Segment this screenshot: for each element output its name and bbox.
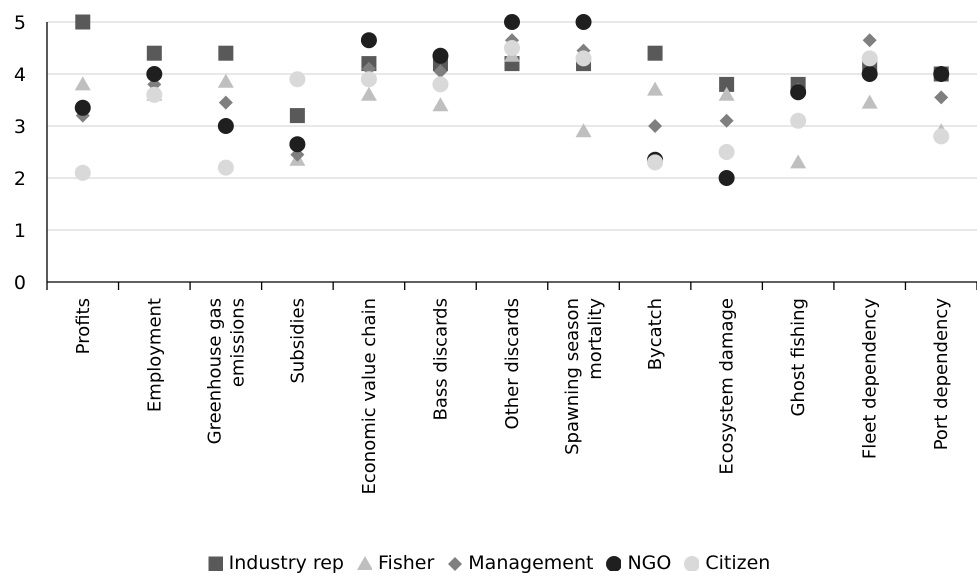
industry-rep-point bbox=[75, 14, 91, 30]
ngo-point bbox=[790, 84, 807, 101]
citizen-point bbox=[647, 154, 664, 171]
industry-rep-point bbox=[146, 45, 162, 61]
axes bbox=[46, 22, 977, 290]
x-category-label: emissions bbox=[227, 298, 248, 387]
legend-marker-shape bbox=[684, 556, 700, 571]
management-point bbox=[719, 113, 734, 128]
ngo-point bbox=[861, 66, 878, 82]
legend: Industry rep Fisher Management NGO Citizen bbox=[0, 552, 977, 576]
fisher-point bbox=[790, 154, 807, 169]
y-tick-label: 5 bbox=[14, 12, 26, 34]
legend-marker-industry-rep bbox=[208, 556, 223, 571]
series-ngo bbox=[74, 14, 950, 186]
management-point bbox=[218, 95, 233, 110]
legend-label: Citizen bbox=[705, 552, 771, 574]
citizen-point bbox=[360, 71, 377, 88]
x-category-label: Fleet dependency bbox=[860, 298, 881, 459]
legend-item-industry-rep: Industry rep bbox=[207, 552, 344, 574]
citizen-point bbox=[504, 40, 520, 56]
y-axis-ticks: 0 1 2 3 4 5 bbox=[14, 12, 26, 294]
y-tick-label: 4 bbox=[14, 64, 26, 86]
citizen-point bbox=[861, 50, 878, 67]
industry-rep-point bbox=[647, 45, 663, 61]
y-tick-label: 0 bbox=[14, 272, 26, 294]
legend-marker-fisher bbox=[357, 556, 372, 570]
ngo-point bbox=[933, 66, 950, 82]
legend-marker-shape bbox=[448, 557, 463, 571]
x-category-label: Employment bbox=[144, 298, 165, 412]
fisher-point bbox=[575, 123, 592, 138]
fisher-point bbox=[74, 76, 91, 91]
x-category-label: Ecosystem damage bbox=[717, 298, 738, 475]
legend-label: Industry rep bbox=[228, 552, 344, 574]
x-category-label: Economic value chain bbox=[359, 298, 380, 495]
fisher-point bbox=[360, 86, 377, 101]
citizen-point bbox=[790, 112, 807, 129]
citizen-point bbox=[217, 159, 234, 176]
x-category-label: Spawning season bbox=[562, 298, 583, 455]
fisher-point bbox=[432, 97, 449, 112]
fisher-point bbox=[217, 73, 234, 88]
ngo-point bbox=[74, 99, 91, 116]
series-industry-rep bbox=[75, 14, 949, 124]
fisher-point bbox=[718, 86, 735, 101]
x-category-label: mortality bbox=[585, 298, 606, 380]
legend-label: Management bbox=[468, 552, 594, 574]
citizen-point bbox=[718, 144, 735, 160]
fisher-point bbox=[861, 94, 878, 109]
legend-marker-citizen bbox=[684, 556, 700, 571]
legend-item-citizen: Citizen bbox=[683, 552, 770, 574]
series-citizen bbox=[74, 40, 950, 181]
ngo-point bbox=[217, 118, 234, 134]
industry-rep-point bbox=[289, 108, 305, 124]
x-category-label: Other discards bbox=[502, 298, 523, 429]
citizen-point bbox=[933, 128, 950, 145]
legend-marker-shape bbox=[606, 556, 622, 571]
legend-item-fisher: Fisher bbox=[356, 552, 434, 574]
citizen-point bbox=[146, 86, 163, 103]
ngo-point bbox=[289, 136, 306, 153]
x-category-label: Port dependency bbox=[931, 298, 952, 451]
legend-item-management: Management bbox=[446, 552, 593, 574]
ngo-point bbox=[432, 47, 449, 64]
citizen-point bbox=[74, 164, 91, 181]
citizen-point bbox=[575, 50, 592, 67]
ngo-point bbox=[718, 170, 735, 186]
x-category-label: Subsidies bbox=[287, 298, 308, 384]
y-tick-label: 1 bbox=[14, 220, 26, 242]
legend-item-ngo: NGO bbox=[605, 552, 671, 574]
x-category-label: Profits bbox=[73, 298, 94, 354]
management-point bbox=[433, 64, 448, 79]
ngo-point bbox=[575, 14, 592, 30]
legend-label: Fisher bbox=[378, 552, 435, 574]
y-tick-label: 2 bbox=[14, 168, 26, 190]
x-category-label: Ghost fishing bbox=[788, 298, 809, 417]
legend-marker-shape bbox=[357, 556, 372, 570]
legend-marker-ngo bbox=[606, 556, 622, 571]
management-point bbox=[862, 33, 877, 48]
ngo-point bbox=[360, 32, 377, 49]
x-category-label: Bycatch bbox=[645, 298, 666, 370]
data-points bbox=[74, 14, 950, 186]
x-category-label: Greenhouse gas bbox=[204, 298, 225, 444]
legend-label: NGO bbox=[627, 552, 672, 574]
ngo-point bbox=[146, 66, 163, 82]
x-category-label: Bass discards bbox=[430, 298, 451, 420]
industry-rep-point bbox=[218, 45, 234, 61]
legend-marker-shape bbox=[208, 556, 223, 571]
citizen-point bbox=[432, 76, 449, 93]
industry-rep-point bbox=[719, 76, 735, 92]
fisher-point bbox=[647, 81, 664, 96]
management-point bbox=[934, 90, 949, 105]
ngo-point bbox=[504, 14, 520, 30]
citizen-point bbox=[289, 71, 306, 88]
y-tick-label: 3 bbox=[14, 116, 26, 138]
management-point bbox=[648, 119, 663, 133]
x-axis-labels: Profits Employment Greenhouse gas emissions… bbox=[73, 298, 952, 495]
legend-marker-management bbox=[448, 557, 463, 571]
